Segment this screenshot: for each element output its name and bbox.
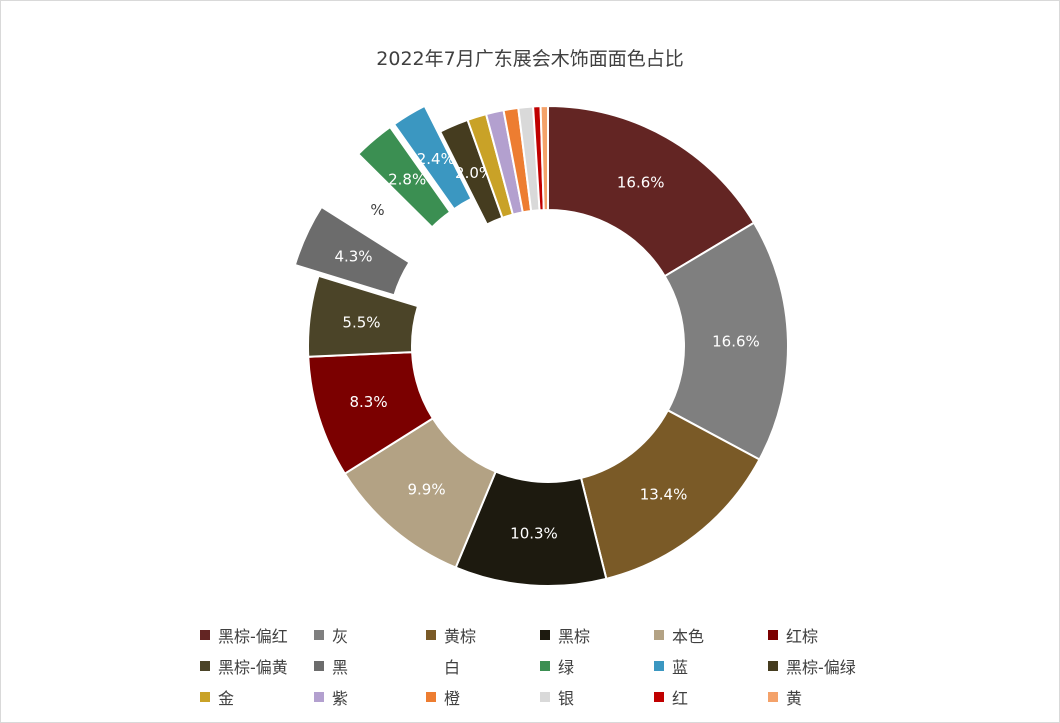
slice-黑 (293, 205, 411, 297)
legend-swatch (314, 661, 324, 671)
legend-label: 红 (672, 689, 689, 708)
legend-label: 红棕 (786, 627, 819, 646)
legend-item-绿: 绿 (540, 654, 574, 678)
slice-黑棕-偏黄 (307, 274, 420, 358)
slice-label-红棕: 8.3% (350, 393, 388, 411)
legend-label: 金 (218, 689, 235, 708)
legend-label: 灰 (332, 627, 349, 646)
legend-item-银: 银 (540, 685, 574, 709)
legend-item-黑棕: 黑棕 (540, 623, 590, 647)
legend-swatch (200, 630, 210, 640)
legend-swatch (654, 692, 664, 702)
legend-item-黑棕-偏黄: 黑棕-偏黄 (200, 654, 288, 678)
legend-item-黄棕: 黄棕 (426, 623, 476, 647)
legend-label: 黑棕-偏红 (218, 627, 288, 646)
legend-swatch (200, 692, 210, 702)
legend-label: 绿 (558, 658, 575, 677)
legend-label: 紫 (332, 689, 349, 708)
legend-label: 本色 (672, 627, 705, 646)
legend-item-红棕: 红棕 (768, 623, 818, 647)
legend-item-本色: 本色 (654, 623, 704, 647)
legend-swatch (540, 661, 550, 671)
slice-label-绿: 2.8% (388, 171, 426, 189)
chart-title: 2022年7月广东展会木饰面面色占比 (376, 48, 684, 70)
slice-白 (320, 156, 430, 256)
legend-swatch (654, 661, 664, 671)
legend-label: 黄 (786, 689, 803, 708)
legend-item-灰: 灰 (314, 623, 348, 647)
slice-label-黑棕: 10.3% (510, 524, 558, 542)
legend-swatch (426, 692, 436, 702)
legend-swatch (768, 630, 778, 640)
slice-label-黑棕-偏红: 16.6% (617, 173, 665, 191)
legend-label: 黑 (332, 658, 349, 677)
slice-黑棕-偏红 (547, 104, 756, 278)
slice-label-灰: 16.6% (712, 333, 760, 351)
legend-label: 黑棕-偏绿 (786, 658, 856, 677)
legend-label: 蓝 (672, 658, 689, 677)
slice-灰 (663, 221, 789, 461)
slice-蓝 (392, 104, 473, 211)
legend-item-橙: 橙 (426, 685, 460, 709)
slice-label-本色: 9.9% (408, 481, 446, 499)
slice-label-黑棕-偏黄: 5.5% (342, 313, 380, 331)
legend-label: 橙 (444, 689, 461, 708)
legend-label: 黑棕-偏黄 (218, 658, 288, 677)
legend-swatch (426, 630, 436, 640)
slice-label-白: % (370, 201, 384, 219)
legend-item-金: 金 (200, 685, 234, 709)
legend-swatch (540, 692, 550, 702)
legend-swatch (314, 630, 324, 640)
legend-swatch (314, 692, 324, 702)
legend-label: 银 (558, 689, 575, 708)
legend-label: 黑棕 (558, 627, 591, 646)
legend-label: 白 (444, 658, 461, 677)
slice-绿 (356, 125, 452, 229)
legend-label: 黄棕 (444, 627, 477, 646)
legend-swatch (200, 661, 210, 671)
legend-item-白: 白 (426, 654, 460, 678)
legend-item-蓝: 蓝 (654, 654, 688, 678)
legend-item-红: 红 (654, 685, 688, 709)
legend-item-黑棕-偏红: 黑棕-偏红 (200, 623, 288, 647)
legend-item-黑棕-偏绿: 黑棕-偏绿 (768, 654, 856, 678)
slice-label-黑: 4.3% (334, 248, 372, 266)
slice-label-黑棕-偏绿: 2.0% (455, 164, 493, 182)
slice-黄 (539, 104, 549, 212)
legend-swatch (540, 630, 550, 640)
legend-swatch (426, 661, 436, 671)
legend-swatch (654, 630, 664, 640)
slice-label-黄棕: 13.4% (640, 485, 688, 503)
legend-item-紫: 紫 (314, 685, 348, 709)
legend-item-黄: 黄 (768, 685, 802, 709)
legend-swatch (768, 692, 778, 702)
legend-swatch (768, 661, 778, 671)
slice-label-蓝: 2.4% (417, 150, 455, 168)
legend-item-黑: 黑 (314, 654, 348, 678)
